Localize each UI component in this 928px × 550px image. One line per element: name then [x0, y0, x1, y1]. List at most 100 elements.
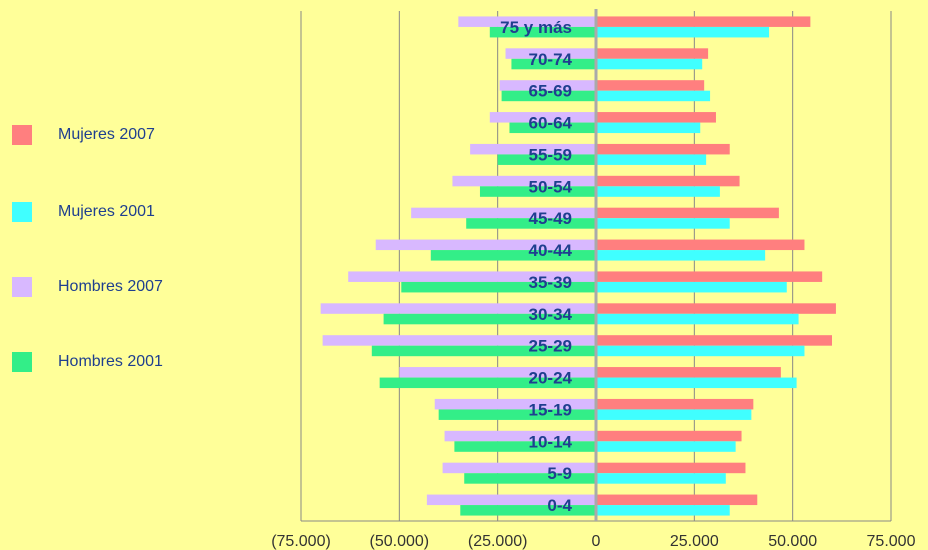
category-label: 50-54	[529, 177, 573, 196]
bar-mujeres-2001-55-59	[596, 154, 707, 165]
bar-hombres-2001-65-69	[501, 90, 596, 102]
bar-mujeres-2007-35-39	[596, 271, 823, 282]
x-tick-label: 75.000	[867, 533, 916, 550]
bar-hombres-2007-0-4	[426, 494, 596, 506]
bar-mujeres-2001-5-9	[596, 473, 726, 484]
category-label: 5-9	[547, 464, 572, 483]
bar-hombres-2001-10-14	[454, 441, 596, 452]
category-label: 25-29	[529, 337, 572, 356]
bar-hombres-2007-65-69	[499, 80, 596, 91]
bar-hombres-2001-20-24	[379, 377, 596, 389]
bar-mujeres-2001-20-24	[596, 377, 797, 389]
bar-hombres-2007-35-39	[348, 271, 596, 282]
category-label: 10-14	[529, 432, 573, 451]
legend-item-hombres-2001: Hombres 2001	[12, 351, 163, 373]
bar-mujeres-2001-65-69	[596, 90, 711, 102]
bar-hombres-2007-70-74	[505, 48, 596, 59]
x-tick-label: (75.000)	[271, 533, 331, 550]
legend-label-mujeres-2007: Mujeres 2007	[58, 126, 155, 143]
bar-hombres-2007-45-49	[411, 207, 596, 219]
bar-mujeres-2001-60-64	[596, 122, 701, 134]
bar-mujeres-2001-10-14	[596, 441, 736, 452]
bar-mujeres-2001-70-74	[596, 58, 703, 70]
legend-label-hombres-2001: Hombres 2001	[58, 353, 163, 370]
bar-hombres-2007-40-44	[375, 239, 596, 251]
legend-swatch-mujeres-2001	[12, 202, 32, 222]
bar-hombres-2001-40-44	[430, 250, 596, 261]
bar-hombres-2001-15-19	[438, 409, 596, 420]
bar-mujeres-2007-5-9	[596, 462, 746, 474]
legend-swatch-mujeres-2007	[12, 125, 32, 145]
bar-hombres-2007-50-54	[452, 175, 596, 187]
category-label: 40-44	[529, 241, 573, 260]
bar-mujeres-2007-55-59	[596, 143, 730, 155]
bar-hombres-2007-20-24	[399, 367, 596, 378]
x-tick-label: (25.000)	[468, 533, 528, 550]
bar-mujeres-2007-40-44	[596, 239, 805, 251]
bar-hombres-2007-5-9	[442, 462, 596, 474]
legend-item-mujeres-2001: Mujeres 2001	[12, 201, 155, 223]
bar-mujeres-2001-0-4	[596, 505, 730, 516]
category-label: 75 y más	[500, 18, 572, 37]
x-tick-label: 50.000	[768, 533, 817, 550]
category-label: 0-4	[547, 496, 572, 515]
bar-mujeres-2007-75-y-más	[596, 16, 811, 27]
legend-label-mujeres-2001: Mujeres 2001	[58, 203, 155, 220]
x-tick-label: 0	[592, 533, 601, 550]
bar-mujeres-2001-40-44	[596, 250, 766, 261]
bar-mujeres-2007-30-34	[596, 303, 836, 314]
category-label: 35-39	[529, 273, 572, 292]
bar-hombres-2001-75-y-más	[489, 26, 596, 38]
bar-hombres-2007-75-y-más	[458, 16, 596, 27]
bar-hombres-2007-60-64	[489, 112, 596, 123]
bar-mujeres-2001-50-54	[596, 186, 720, 197]
bar-hombres-2001-5-9	[464, 473, 596, 484]
bar-mujeres-2007-25-29	[596, 335, 832, 346]
category-label: 55-59	[529, 145, 572, 164]
bar-hombres-2007-55-59	[470, 143, 596, 155]
bar-hombres-2001-30-34	[383, 313, 596, 325]
bar-mujeres-2007-10-14	[596, 430, 742, 442]
bar-mujeres-2007-60-64	[596, 112, 716, 123]
x-tick-label: 25.000	[670, 533, 719, 550]
bar-hombres-2001-25-29	[371, 345, 596, 357]
bar-mujeres-2007-50-54	[596, 175, 740, 187]
bar-hombres-2007-10-14	[444, 430, 596, 442]
bar-mujeres-2007-65-69	[596, 80, 705, 91]
category-label: 60-64	[529, 114, 573, 133]
category-label: 20-24	[529, 369, 573, 388]
legend-swatch-hombres-2007	[12, 277, 32, 297]
category-label: 65-69	[529, 82, 572, 101]
legend-item-mujeres-2007: Mujeres 2007	[12, 124, 155, 146]
bar-hombres-2001-50-54	[479, 186, 596, 197]
bar-hombres-2001-55-59	[497, 154, 596, 165]
bar-hombres-2007-15-19	[434, 398, 596, 410]
bar-hombres-2007-30-34	[320, 303, 596, 314]
bar-hombres-2001-70-74	[511, 58, 596, 70]
bar-mujeres-2007-45-49	[596, 207, 779, 219]
bar-hombres-2001-45-49	[466, 218, 596, 229]
legend-item-hombres-2007: Hombres 2007	[12, 276, 163, 298]
category-label: 30-34	[529, 305, 573, 324]
bar-hombres-2001-60-64	[509, 122, 596, 134]
x-tick-label: (50.000)	[370, 533, 430, 550]
category-label: 45-49	[529, 209, 572, 228]
bar-hombres-2007-25-29	[322, 335, 596, 346]
bar-hombres-2001-0-4	[460, 505, 596, 516]
legend-swatch-hombres-2001	[12, 352, 32, 372]
bar-mujeres-2001-30-34	[596, 313, 799, 325]
bar-mujeres-2007-0-4	[596, 494, 758, 506]
category-label: 70-74	[529, 50, 573, 69]
bar-mujeres-2007-20-24	[596, 367, 781, 378]
bar-hombres-2001-35-39	[401, 281, 596, 293]
legend-label-hombres-2007: Hombres 2007	[58, 278, 163, 295]
bar-mujeres-2001-25-29	[596, 345, 805, 357]
bar-mujeres-2001-45-49	[596, 218, 730, 229]
bar-mujeres-2007-70-74	[596, 48, 709, 59]
bar-mujeres-2001-75-y-más	[596, 26, 770, 38]
bar-mujeres-2001-35-39	[596, 281, 787, 293]
bar-mujeres-2007-15-19	[596, 398, 754, 410]
category-label: 15-19	[529, 400, 572, 419]
bar-mujeres-2001-15-19	[596, 409, 752, 420]
